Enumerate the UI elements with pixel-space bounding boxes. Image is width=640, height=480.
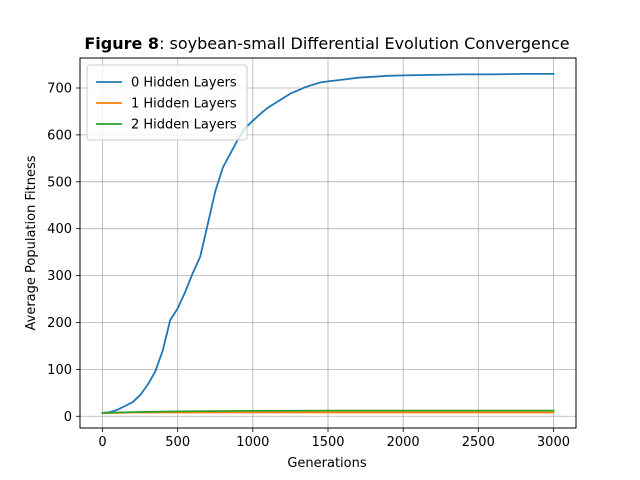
legend-label: 2 Hidden Layers: [131, 118, 237, 133]
series-line-2: [101, 409, 555, 414]
x-axis-title: Generations: [287, 456, 367, 471]
y-tick-label: 500: [47, 175, 72, 190]
y-tick-label: 300: [47, 269, 72, 284]
y-tick-label: 200: [47, 316, 72, 331]
x-tick-label: 1000: [236, 435, 269, 450]
series-line-0: [101, 73, 555, 414]
legend-label: 1 Hidden Layers: [131, 97, 237, 112]
chart-title: Figure 8: soybean-small Differential Evo…: [84, 34, 569, 53]
y-tick-label: 0: [64, 410, 72, 425]
x-tick-label: 2000: [387, 435, 420, 450]
series-line-1: [101, 411, 555, 414]
x-tick-label: 0: [98, 435, 106, 450]
legend-box: [86, 64, 248, 141]
x-tick-label: 1500: [311, 435, 344, 450]
chart-title-bold: Figure 8: [84, 34, 159, 53]
y-tick-label: 100: [47, 363, 72, 378]
y-tick-label: 600: [47, 128, 72, 143]
x-tick-label: 500: [165, 435, 190, 450]
chart-title-rest: : soybean-small Differential Evolution C…: [159, 34, 570, 53]
axis-ticks: 0 500 1000 1500 2000 2500 3000 0 100 200 300 400 500…: [47, 82, 570, 450]
x-tick-label: 2500: [462, 435, 495, 450]
y-tick-label: 400: [47, 222, 72, 237]
legend-label: 0 Hidden Layers: [131, 76, 237, 91]
y-tick-label: 700: [47, 82, 72, 97]
plot-lines: [101, 73, 555, 414]
y-axis-title: Average Population Fitness: [24, 155, 39, 330]
legend: 0 Hidden Layers 1 Hidden Layers 2 Hidden L…: [86, 64, 248, 141]
x-tick-label: 3000: [537, 435, 570, 450]
